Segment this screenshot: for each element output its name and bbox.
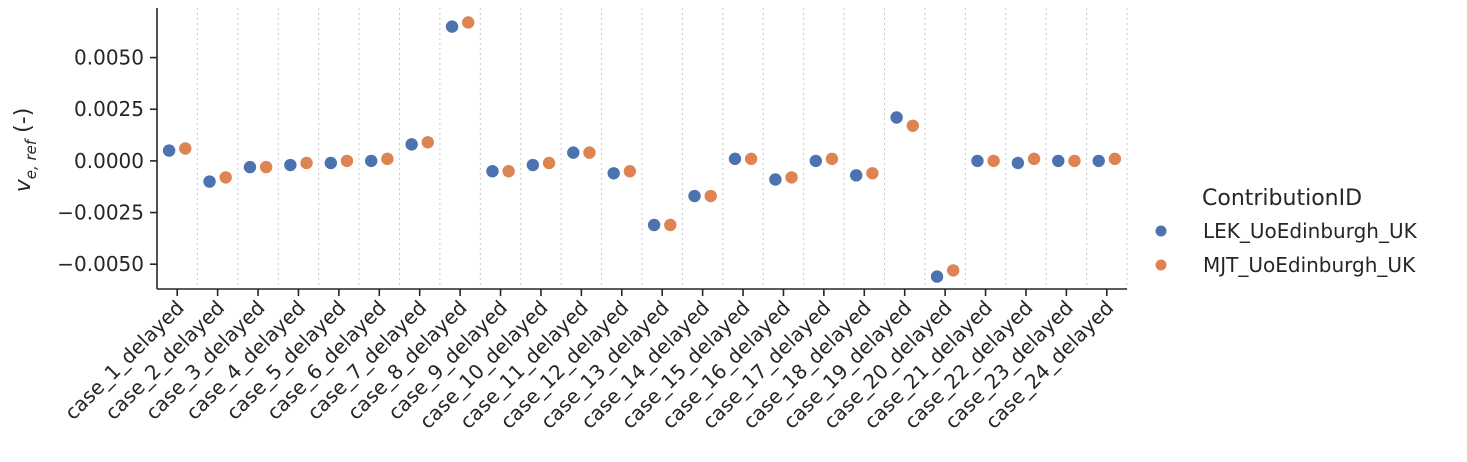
- data-point: [825, 152, 839, 166]
- data-point: [340, 154, 354, 168]
- data-point: [728, 152, 742, 166]
- data-point: [365, 154, 378, 168]
- data-point: [486, 165, 499, 178]
- data-point: [1092, 154, 1105, 168]
- data-point: [300, 156, 313, 170]
- data-point: [971, 154, 984, 168]
- data-point: [583, 146, 596, 159]
- data-point: [906, 119, 919, 132]
- data-point: [567, 146, 580, 159]
- grid-lines: [196, 8, 1128, 289]
- x-ticks: case_1_delayedcase_2_delayedcase_3_delay…: [60, 289, 1118, 434]
- data-point: [607, 167, 620, 180]
- data-point: [502, 165, 515, 178]
- legend-label: LEK_UoEdinburgh_UK: [1203, 219, 1418, 243]
- data-point: [850, 169, 863, 182]
- data-point: [688, 189, 701, 203]
- y-tick-label: 0.0050: [74, 46, 144, 70]
- legend-title: ContributionID: [1202, 186, 1362, 211]
- data-point: [381, 152, 394, 166]
- data-point: [623, 165, 637, 178]
- y-ticks: −0.0050 −0.0025 0.0000 0.0025 0.0050: [57, 46, 157, 276]
- data-point: [179, 142, 192, 155]
- data-point: [987, 154, 1000, 168]
- data-point: [219, 171, 232, 184]
- data-point: [866, 167, 879, 180]
- data-point: [704, 189, 717, 203]
- data-points: [162, 16, 1122, 283]
- data-point: [1027, 152, 1041, 166]
- data-point: [162, 144, 176, 157]
- data-point: [1068, 154, 1081, 168]
- data-point: [421, 136, 434, 149]
- data-point: [1052, 154, 1065, 168]
- data-point: [664, 218, 677, 232]
- data-point: [462, 16, 475, 29]
- axes: [156, 8, 1127, 290]
- y-axis-label-sub: e, ref: [22, 137, 40, 179]
- data-point: [744, 152, 758, 166]
- data-point: [785, 171, 798, 184]
- data-point: [542, 156, 556, 170]
- legend-marker: [1155, 225, 1167, 237]
- legend-marker: [1155, 259, 1167, 271]
- data-point: [1011, 156, 1025, 170]
- data-point: [809, 154, 822, 168]
- data-point: [445, 20, 459, 33]
- y-tick-label: −0.0025: [57, 201, 144, 225]
- y-axis-label: ve, ref (-): [11, 108, 40, 193]
- data-point: [769, 173, 782, 186]
- legend-label: MJT_UoEdinburgh_UK: [1203, 253, 1416, 277]
- data-point: [890, 111, 903, 124]
- data-point: [203, 175, 216, 188]
- data-point: [526, 158, 540, 172]
- data-point: [405, 138, 418, 151]
- data-point: [947, 264, 960, 277]
- data-point: [284, 158, 297, 172]
- data-point: [259, 160, 273, 174]
- y-tick-label: 0.0000: [74, 149, 144, 173]
- legend: ContributionID LEK_UoEdinburgh_UK MJT_UoE…: [1155, 186, 1418, 277]
- y-axis-label-base: v: [11, 178, 36, 192]
- data-point: [243, 160, 257, 174]
- data-point: [324, 156, 337, 170]
- y-tick-label: 0.0025: [74, 97, 144, 121]
- y-tick-label: −0.0050: [57, 252, 144, 276]
- data-point: [1108, 152, 1122, 166]
- y-axis-label-suffix: (-): [11, 108, 36, 140]
- data-point: [647, 218, 661, 232]
- data-point: [930, 270, 944, 283]
